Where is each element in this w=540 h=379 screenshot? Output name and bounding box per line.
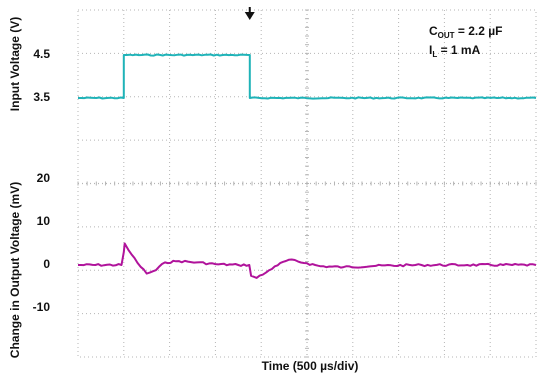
cout-value: = 2.2 µF — [455, 24, 503, 38]
x-axis-label: Time (500 µs/div) — [262, 359, 359, 373]
lower-tick-label: 20 — [37, 171, 51, 185]
output-voltage-trace — [78, 242, 537, 279]
il-value: = 1 mA — [437, 43, 480, 57]
il-subscript: L — [432, 50, 437, 59]
trigger-arrow-icon — [244, 7, 255, 20]
upper-tick-label: 4.5 — [33, 47, 50, 61]
lower-tick-label: 0 — [43, 257, 50, 271]
lower-y-axis-label: Change in Output Voltage (mV) — [8, 182, 22, 358]
upper-y-axis-label: Input Voltage (V) — [8, 17, 22, 111]
lower-tick-label: -10 — [33, 300, 51, 314]
traces — [78, 53, 537, 279]
annotation-cout: COUT = 2.2 µF — [429, 24, 503, 40]
cout-symbol: C — [429, 24, 438, 38]
il-symbol: I — [429, 43, 432, 57]
grid — [77, 9, 537, 358]
annotation-il: IL = 1 mA — [429, 43, 481, 59]
cout-subscript: OUT — [438, 31, 455, 40]
input-voltage-trace — [78, 53, 537, 100]
lower-tick-label: 10 — [37, 214, 51, 228]
upper-tick-label: 3.5 — [33, 90, 50, 104]
